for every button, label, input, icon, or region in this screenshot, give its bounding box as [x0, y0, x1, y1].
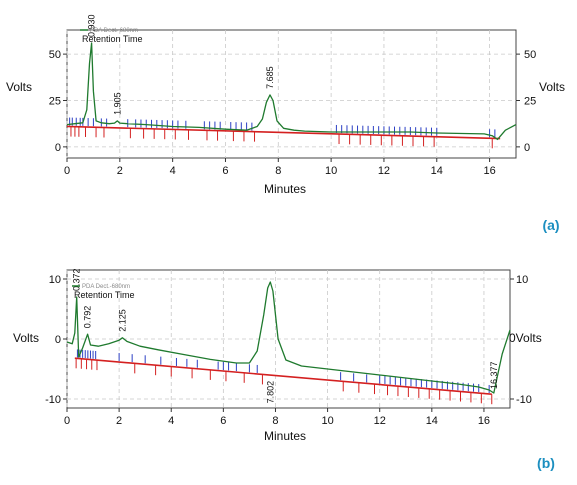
x-tick-label: 6 — [220, 415, 226, 427]
x-tick-label: 10 — [321, 415, 333, 427]
x-axis-label: Minutes — [264, 182, 306, 196]
y-tick-label-right: 50 — [524, 49, 536, 61]
x-tick-label: 14 — [431, 165, 443, 177]
peak-label: 16.377 — [489, 361, 499, 389]
y-axis-label-left: Volts — [6, 80, 32, 94]
y-tick-label-left: 25 — [49, 95, 61, 107]
baseline-line — [66, 125, 501, 140]
baseline-line — [74, 357, 492, 395]
legend-entry: Retention Time — [82, 34, 143, 44]
peak-label: 0.792 — [83, 306, 93, 329]
chart-panel-a: 0 2 4 6 8 10 12 14 16 0 25 50 0 25 50 Volts Volts Minutes… — [6, 14, 565, 233]
x-tick-label: 16 — [478, 415, 490, 427]
legend-detector-label: PDA Dect.-680nm — [82, 284, 130, 290]
x-tick-label: 0 — [64, 415, 70, 427]
peak-label: 1.905 — [112, 92, 122, 115]
x-tick-label: 2 — [117, 165, 123, 177]
x-axis-label: Minutes — [264, 429, 306, 443]
y-tick-label-left: 50 — [49, 49, 61, 61]
y-tick-label-right: 0 — [524, 142, 530, 154]
x-tick-label: 4 — [168, 415, 174, 427]
peak-label: 0.372 — [72, 268, 82, 291]
x-tick-label: 8 — [275, 165, 281, 177]
x-tick-label: 4 — [170, 165, 176, 177]
peak-label: 2.125 — [117, 309, 127, 332]
y-tick-label-left: 0 — [55, 142, 61, 154]
y-tick-label-right: -10 — [516, 394, 532, 406]
y-tick-label-right: 10 — [516, 274, 528, 286]
chromatogram-trace — [66, 281, 511, 394]
legend-detector-label: PDA Dect.-680nm — [90, 28, 138, 34]
y-tick-label-right: 25 — [524, 95, 536, 107]
x-tick-label: 12 — [378, 165, 390, 177]
legend-entry: Retention Time — [74, 290, 135, 300]
y-axis-label-left: Volts — [13, 331, 39, 345]
x-tick-label: 10 — [325, 165, 337, 177]
peak-label: 0.930 — [87, 14, 97, 37]
y-axis-label-right: Volts — [539, 80, 565, 94]
panel-label: (a) — [542, 217, 559, 233]
x-tick-label: 14 — [426, 415, 438, 427]
y-tick-label-left: 10 — [49, 274, 61, 286]
x-tick-label: 16 — [483, 165, 495, 177]
x-tick-label: 12 — [374, 415, 386, 427]
plot-frame — [66, 29, 517, 159]
x-tick-label: 2 — [116, 415, 122, 427]
chromatogram-trace — [66, 42, 517, 141]
y-axis-label-right: 0Volts — [509, 331, 542, 345]
x-tick-label: 0 — [64, 165, 70, 177]
x-tick-label: 6 — [222, 165, 228, 177]
x-tick-label: 8 — [272, 415, 278, 427]
y-tick-label-left: 0 — [55, 334, 61, 346]
peak-label: 7.685 — [265, 66, 275, 89]
panel-label: (b) — [537, 455, 555, 471]
y-tick-label-left: -10 — [45, 394, 61, 406]
peak-label: 7.802 — [265, 381, 275, 404]
